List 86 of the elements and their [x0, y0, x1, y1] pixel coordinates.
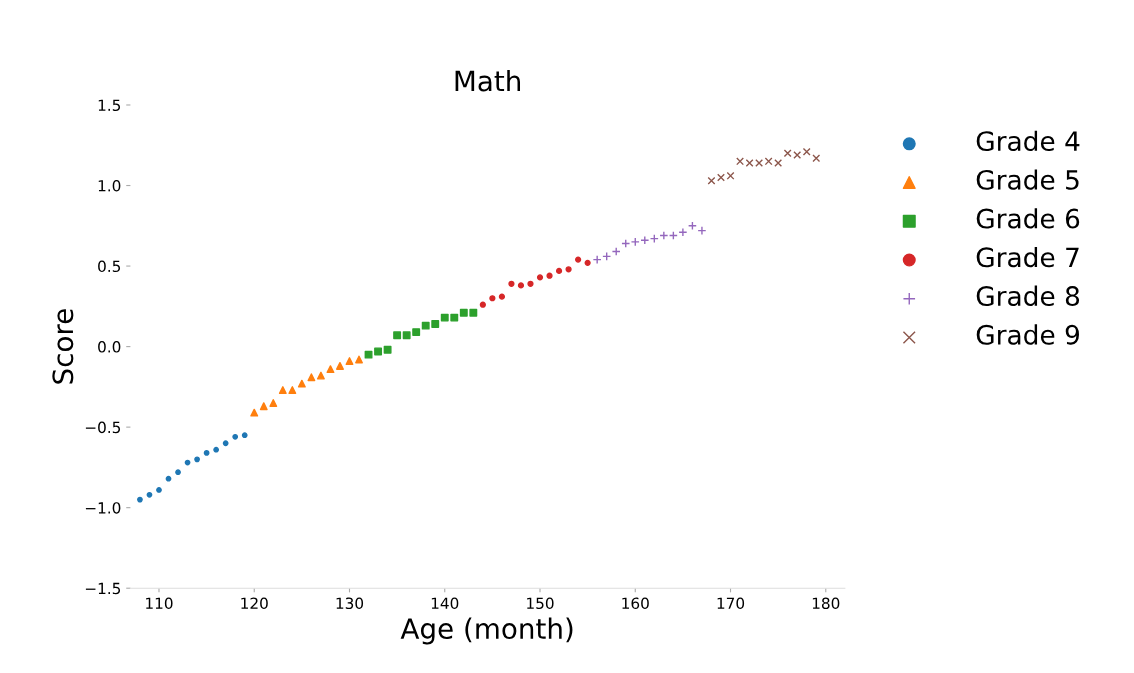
point [459, 308, 468, 317]
point [479, 301, 486, 308]
point [440, 313, 449, 322]
legend-label: Grade 4 [976, 130, 1080, 152]
point [184, 459, 191, 466]
point [345, 357, 354, 366]
point [165, 475, 172, 482]
x-tick-label: 170 [717, 597, 745, 610]
x-tick-label: 160 [622, 597, 649, 610]
x-tick-label: 140 [431, 597, 459, 610]
point [508, 280, 515, 287]
point [555, 267, 563, 274]
legend-label: Grade 5 [976, 169, 1079, 190]
y-tick-label: 1.5 [98, 99, 121, 112]
x-tick-label: 150 [527, 597, 554, 610]
x-tick-label: 130 [336, 597, 364, 610]
point [697, 226, 707, 236]
point [364, 350, 373, 359]
y-tick-label: −0.5 [85, 421, 121, 434]
point [584, 259, 591, 266]
point [774, 159, 783, 167]
point [793, 150, 802, 159]
y-tick-label: −1.0 [85, 502, 121, 514]
point [527, 280, 534, 287]
point [659, 230, 669, 240]
point [374, 347, 383, 356]
point [269, 399, 278, 407]
point [450, 313, 459, 322]
point [137, 496, 143, 503]
point [297, 379, 306, 388]
point [241, 432, 248, 439]
point [412, 328, 421, 337]
point [146, 491, 153, 498]
x-tick-label: 180 [812, 597, 840, 610]
y-axis-title: Score [52, 309, 74, 384]
point [546, 272, 553, 279]
point [336, 361, 344, 370]
point [736, 157, 745, 166]
point [536, 274, 544, 281]
point [175, 469, 181, 476]
point [717, 173, 725, 182]
chart-title: Math [455, 69, 521, 92]
point [213, 446, 220, 453]
point [232, 433, 239, 440]
point [316, 371, 325, 380]
point [517, 282, 525, 289]
point [726, 171, 735, 180]
point [156, 487, 162, 493]
legend-label: Grade 8 [976, 285, 1080, 307]
y-tick-label: 1.0 [98, 179, 121, 192]
point [259, 402, 268, 411]
x-axis-title: Age (month) [400, 617, 573, 645]
point [489, 295, 496, 302]
y-tick-label: 0.0 [98, 341, 121, 353]
point [203, 450, 210, 456]
point [498, 293, 506, 300]
point [783, 149, 792, 158]
point [278, 386, 287, 395]
x-tick-label: 110 [146, 597, 173, 610]
point [802, 147, 811, 156]
legend-label: Grade 9 [976, 324, 1080, 345]
point [326, 365, 335, 374]
point [812, 154, 821, 163]
point [402, 331, 411, 340]
point [307, 373, 316, 382]
point [250, 408, 259, 417]
point [222, 440, 229, 447]
point [421, 321, 430, 330]
point [630, 237, 640, 247]
point [393, 331, 402, 340]
legend-label: Grade 7 [976, 246, 1079, 268]
point [383, 345, 392, 354]
point [707, 176, 716, 185]
x-tick-label: 120 [241, 597, 268, 610]
point [678, 227, 688, 237]
y-tick-label: 0.5 [98, 260, 121, 273]
point [575, 256, 582, 263]
point [764, 157, 773, 166]
legend-label: Grade 6 [976, 208, 1080, 229]
point [194, 456, 200, 463]
point [565, 266, 572, 273]
point [288, 386, 297, 395]
point [431, 320, 440, 328]
point [469, 308, 478, 317]
y-tick-label: −1.5 [85, 582, 121, 595]
point [592, 255, 602, 265]
